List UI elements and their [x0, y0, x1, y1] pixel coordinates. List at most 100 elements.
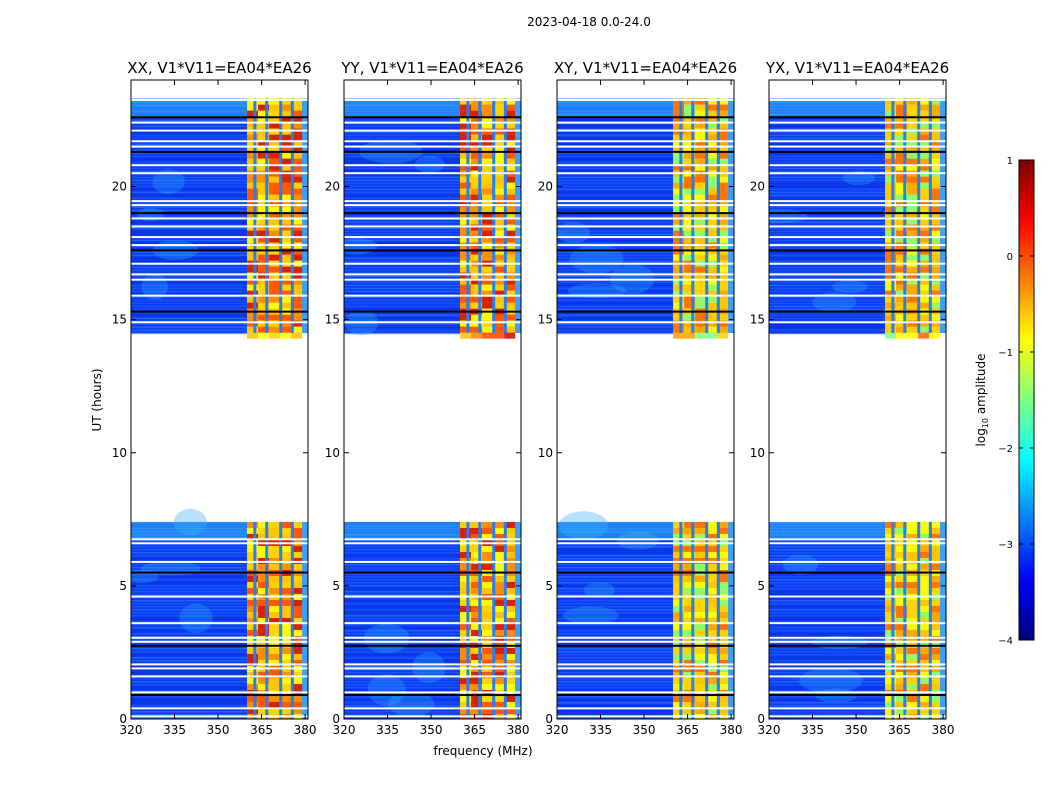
rfi-cell: [291, 527, 303, 534]
noise-row: [769, 716, 886, 719]
noise-row: [557, 179, 674, 182]
noise-row: [344, 290, 461, 293]
noise-row: [344, 119, 461, 122]
rfi-cell: [717, 677, 729, 684]
noise-row: [557, 155, 674, 158]
rfi-cell: [280, 206, 292, 213]
rfi-cell: [706, 707, 718, 714]
noise-row: [769, 170, 886, 173]
noise-row: [557, 530, 674, 533]
rfi-cell: [717, 230, 729, 237]
rfi-cell: [673, 563, 685, 570]
noise-row: [769, 575, 886, 578]
rfi-cell: [695, 116, 707, 123]
rfi-cell: [471, 194, 483, 201]
rfi-cell: [907, 248, 919, 255]
rfi-cell: [684, 599, 696, 606]
rfi-cell: [684, 230, 696, 237]
rfi-cell: [929, 653, 941, 660]
rfi-cell: [885, 671, 897, 678]
noise-row: [344, 656, 461, 659]
rfi-cell: [280, 104, 292, 111]
noise-row: [344, 551, 461, 554]
rfi-cell: [471, 182, 483, 189]
rfi-cell: [706, 683, 718, 690]
noise-row: [557, 527, 674, 530]
noise-row: [344, 317, 461, 320]
rfi-cell: [885, 248, 897, 255]
rfi-cell: [460, 146, 472, 153]
rfi-cell: [918, 224, 930, 231]
rfi-cell: [885, 707, 897, 714]
rfi-cell: [673, 623, 685, 630]
rfi-cell: [460, 320, 472, 327]
rfi-cell: [918, 278, 930, 285]
noise-row: [344, 107, 461, 110]
rfi-channel-gap: [279, 521, 283, 719]
rfi-cell: [896, 605, 908, 612]
noise-row: [344, 695, 461, 698]
noise-row: [344, 260, 461, 263]
rfi-cell: [684, 224, 696, 231]
rfi-cell: [896, 230, 908, 237]
rfi-cell: [280, 218, 292, 225]
noise-row: [769, 137, 886, 140]
noise-blob: [387, 691, 435, 717]
noise-row: [131, 215, 248, 218]
noise-row: [131, 107, 248, 110]
rfi-cell: [918, 527, 930, 534]
rfi-cell: [269, 188, 281, 195]
noise-row: [131, 323, 248, 326]
rfi-cell: [706, 611, 718, 618]
rfi-cell: [269, 575, 281, 582]
rfi-cell: [460, 176, 472, 183]
rfi-cell: [291, 116, 303, 123]
rfi-cell: [280, 521, 292, 528]
noise-row: [557, 317, 674, 320]
flagged-row: [344, 640, 521, 643]
y-tick-label: 20: [325, 180, 340, 194]
noise-row: [131, 653, 248, 656]
rfi-cell: [918, 104, 930, 111]
noise-row: [131, 179, 248, 182]
rfi-cell: [684, 236, 696, 243]
rfi-cell: [885, 152, 897, 159]
flagged-row: [557, 636, 734, 639]
rfi-cell: [291, 629, 303, 636]
rfi-cell: [258, 599, 270, 606]
block-haze: [769, 521, 886, 540]
rfi-cell: [460, 224, 472, 231]
rfi-cell: [885, 302, 897, 309]
rfi-cell: [706, 152, 718, 159]
noise-row: [769, 668, 886, 671]
flagged-row: [344, 145, 521, 148]
rfi-cell: [482, 266, 494, 273]
noise-row: [557, 257, 674, 260]
rfi-cell: [482, 575, 494, 582]
rfi-cell: [673, 104, 685, 111]
rfi-cell: [695, 266, 707, 273]
rfi-cell: [706, 521, 718, 528]
noise-row: [769, 623, 886, 626]
rfi-cell: [695, 623, 707, 630]
flagged-row: [769, 595, 946, 598]
rfi-cell: [695, 332, 707, 339]
rfi-cell: [673, 635, 685, 642]
rfi-cell: [706, 587, 718, 594]
noise-row: [131, 131, 248, 134]
noise-row: [131, 242, 248, 245]
rfi-cell: [695, 206, 707, 213]
rfi-cell: [482, 629, 494, 636]
rfi-cell: [717, 104, 729, 111]
flagged-row: [344, 542, 521, 545]
noise-row: [131, 317, 248, 320]
noise-row: [769, 548, 886, 551]
rfi-cell: [291, 314, 303, 321]
rfi-channel-gap: [253, 98, 257, 333]
rfi-cell: [471, 152, 483, 159]
rfi-cell: [247, 104, 259, 111]
noise-row: [131, 671, 248, 674]
panel-frame: [768, 79, 947, 720]
rfi-cell: [684, 284, 696, 291]
